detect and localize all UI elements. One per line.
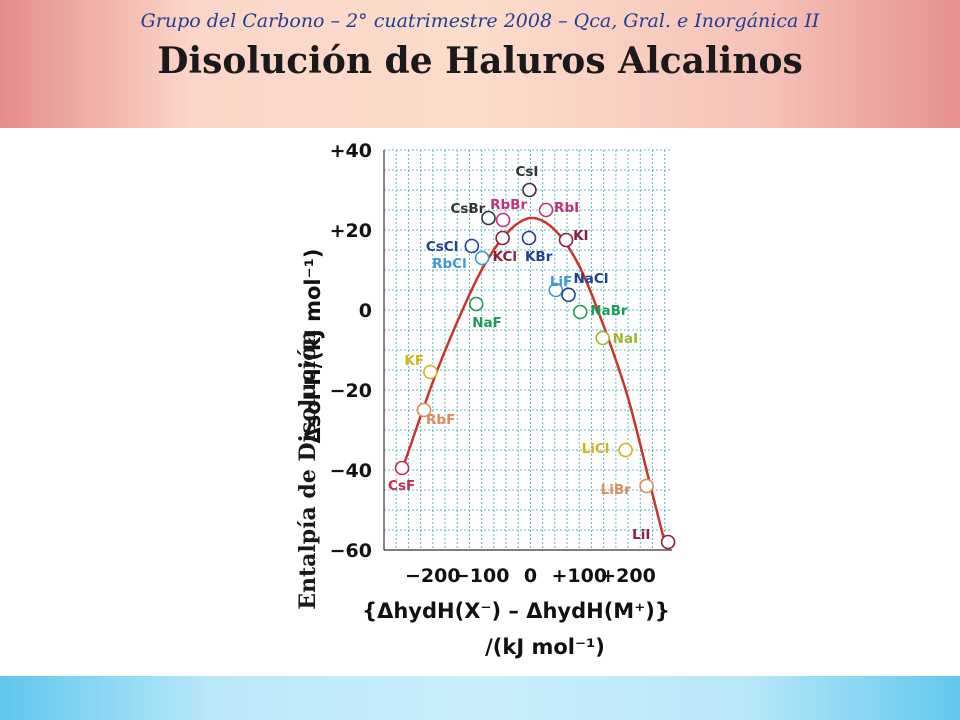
x-axis-label: {ΔhydH(X⁻) – ΔhydH(M⁺)} <box>362 599 670 623</box>
data-point <box>595 330 610 346</box>
point-label: CsF <box>388 478 415 494</box>
slide-title: Disolución de Haluros Alcalinos <box>157 40 803 82</box>
y-tick-labels: +40 +20 0 −20 −40 −60 <box>330 140 372 562</box>
point-label: NaBr <box>590 303 628 319</box>
data-point <box>474 250 490 266</box>
x-tick-label: 0 <box>524 565 537 587</box>
footer-text: Grupo del Carbono – 2° cuatrimestre 2008… <box>140 10 820 32</box>
y-tick-label: −20 <box>330 380 372 402</box>
point-label: LiBr <box>601 482 632 498</box>
data-point <box>464 238 480 254</box>
point-label: RbBr <box>490 197 527 213</box>
data-point <box>558 232 574 248</box>
point-label: NaCl <box>574 271 609 287</box>
point-label: LiCl <box>582 441 610 457</box>
x-tick-label: −200 <box>405 565 461 587</box>
x-tick-label: +200 <box>600 565 656 587</box>
trend-curve-path <box>400 216 666 543</box>
point-label: KF <box>404 353 424 369</box>
y-tick-label: 0 <box>359 300 372 322</box>
point-label: KBr <box>525 249 553 265</box>
point-label: LiF <box>550 274 572 290</box>
data-point <box>561 287 576 303</box>
y-tick-label: −60 <box>330 540 372 562</box>
data-point <box>521 230 537 246</box>
title-banner <box>0 0 960 128</box>
data-point <box>394 460 410 476</box>
data-point <box>522 182 537 198</box>
point-label: NaI <box>613 331 638 347</box>
data-point <box>660 534 676 550</box>
point-label: KI <box>573 228 588 244</box>
data-point <box>416 402 432 418</box>
data-point <box>468 296 484 312</box>
y-tick-label: +20 <box>330 220 372 242</box>
point-label: CsCl <box>426 239 458 255</box>
point-label: RbF <box>426 412 455 428</box>
point-label: CsBr <box>450 201 485 217</box>
point-label: NaF <box>472 315 502 331</box>
y-axis-label: Δsol H/(kJ mol⁻¹) <box>301 248 325 443</box>
point-label: KCl <box>493 249 517 265</box>
data-point <box>495 212 511 228</box>
data-point <box>618 442 633 458</box>
axis-frame <box>383 150 672 551</box>
data-points <box>394 182 676 550</box>
enthalpy-overlay-label: Entalpía de Disolución <box>295 330 321 610</box>
point-label: CsI <box>515 164 538 180</box>
y-tick-label: +40 <box>330 140 372 162</box>
data-point <box>548 282 564 298</box>
point-label: RbCl <box>432 256 467 272</box>
y-tick-label: −40 <box>330 460 372 482</box>
x-tick-label: −100 <box>454 565 510 587</box>
footer-banner <box>0 676 960 720</box>
x-axis-units: /(kJ mol⁻¹) <box>485 635 605 659</box>
point-label: LiI <box>632 527 650 543</box>
enthalpy-scatter-chart: +40+200−20−40−60 −200−100 0 +100+200 CsFKF… <box>301 140 676 659</box>
data-point <box>423 364 438 380</box>
data-point <box>481 210 496 226</box>
data-point <box>572 304 588 320</box>
x-tick-label: +100 <box>551 565 607 587</box>
x-tick-labels: −200−100 0 +100+200 <box>405 565 656 587</box>
trend-curve <box>400 216 666 543</box>
data-point <box>538 202 554 218</box>
data-point <box>495 230 510 246</box>
data-point <box>639 478 654 494</box>
point-label: RbI <box>554 200 579 216</box>
